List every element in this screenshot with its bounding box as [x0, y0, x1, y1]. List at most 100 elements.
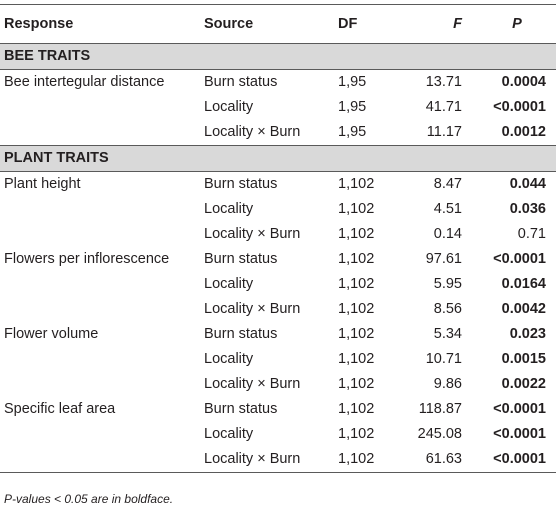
source-cell: Locality × Burn — [204, 376, 301, 392]
header-response: Response — [0, 4, 200, 44]
p-value-cell: 0.0015 — [501, 351, 546, 367]
f-value-cell: 118.87 — [418, 401, 462, 417]
f-value-cell: 41.71 — [425, 99, 462, 115]
source-cell: Locality × Burn — [204, 124, 301, 140]
df-cell: 1,95 — [338, 99, 367, 115]
p-value-cell: 0.023 — [509, 326, 546, 342]
section-title: PLANT TRAITS — [0, 145, 556, 172]
table-row: Flower volume Burn status 1,102 5.34 0.023 — [0, 322, 556, 347]
response-cell — [0, 120, 200, 146]
section-header-row: PLANT TRAITS — [0, 145, 556, 172]
table-body: BEE TRAITS Bee intertegular distance Burn … — [0, 43, 556, 473]
table-row: Locality × Burn 1,95 11.17 0.0012 — [0, 120, 556, 146]
source-cell: Burn status — [204, 74, 278, 90]
f-value-cell: 5.95 — [433, 276, 462, 292]
table-row: Locality × Burn 1,102 0.14 0.71 — [0, 222, 556, 247]
f-value-cell: 9.86 — [433, 376, 462, 392]
response-cell — [0, 297, 200, 322]
f-value-cell: 10.71 — [425, 351, 462, 367]
source-cell: Burn status — [204, 176, 278, 192]
header-source: Source — [200, 4, 330, 44]
table-row: Locality 1,102 245.08 <0.0001 — [0, 422, 556, 447]
source-cell: Locality × Burn — [204, 226, 301, 242]
response-cell — [0, 222, 200, 247]
table-row: Plant height Burn status 1,102 8.47 0.044 — [0, 172, 556, 198]
response-cell: Bee intertegular distance — [4, 74, 165, 90]
df-cell: 1,102 — [338, 326, 375, 342]
f-value-cell: 97.61 — [425, 251, 462, 267]
source-cell: Locality — [204, 351, 254, 367]
response-cell — [0, 95, 200, 120]
p-value-cell: 0.0004 — [501, 74, 546, 90]
p-value-cell: 0.036 — [509, 201, 546, 217]
response-cell: Flowers per inflorescence — [4, 251, 170, 267]
source-cell: Locality × Burn — [200, 447, 330, 473]
f-value-cell: 8.47 — [433, 176, 462, 192]
response-cell — [0, 347, 200, 372]
table-row: Locality 1,95 41.71 <0.0001 — [0, 95, 556, 120]
response-cell — [0, 272, 200, 297]
df-cell: 1,95 — [338, 124, 367, 140]
table-row: Specific leaf area Burn status 1,102 118.87… — [0, 397, 556, 422]
p-value-cell: 0.044 — [509, 176, 546, 192]
df-cell: 1,102 — [338, 226, 375, 242]
df-cell: 1,102 — [338, 276, 375, 292]
f-value-cell: 4.51 — [433, 201, 462, 217]
header-p: P — [470, 4, 556, 44]
p-value-cell: 0.0164 — [501, 276, 546, 292]
df-cell: 1,102 — [338, 401, 375, 417]
source-cell: Burn status — [204, 326, 278, 342]
p-value-cell: <0.0001 — [493, 251, 546, 267]
section-header-row: BEE TRAITS — [0, 43, 556, 70]
source-cell: Burn status — [204, 251, 278, 267]
f-value-cell: 5.34 — [433, 326, 462, 342]
p-value-cell: 0.0022 — [501, 376, 546, 392]
header-f: F — [388, 4, 470, 44]
p-value-cell: 0.0042 — [501, 301, 546, 317]
p-value-cell: 0.0012 — [501, 124, 546, 140]
p-value-cell: <0.0001 — [493, 99, 546, 115]
df-cell: 1,102 — [338, 201, 375, 217]
response-cell: Specific leaf area — [4, 401, 116, 417]
p-value-cell: <0.0001 — [493, 426, 546, 442]
source-cell: Burn status — [204, 401, 278, 417]
df-cell: 1,102 — [338, 351, 375, 367]
table-footnote: P-values < 0.05 are in boldface. — [4, 492, 174, 506]
response-cell — [0, 197, 200, 222]
p-value-cell: 0.71 — [517, 226, 546, 242]
p-value-cell: <0.0001 — [470, 447, 556, 473]
df-cell: 1,102 — [338, 301, 375, 317]
response-cell: Flower volume — [4, 326, 99, 342]
table-row: Bee intertegular distance Burn status 1,95… — [0, 70, 556, 96]
f-value-cell: 13.71 — [425, 74, 462, 90]
f-value-cell: 245.08 — [417, 426, 462, 442]
f-value-cell: 8.56 — [433, 301, 462, 317]
response-cell — [0, 372, 200, 397]
table-header: Response Source DF F P — [0, 4, 556, 44]
f-value-cell: 0.14 — [433, 226, 462, 242]
source-cell: Locality — [204, 99, 254, 115]
header-row: Response Source DF F P — [0, 4, 556, 44]
header-df: DF — [330, 4, 388, 44]
df-cell: 1,102 — [338, 426, 375, 442]
table-row: Locality × Burn 1,102 9.86 0.0022 — [0, 372, 556, 397]
response-cell — [0, 422, 200, 447]
source-cell: Locality × Burn — [204, 301, 301, 317]
table-row: Locality 1,102 5.95 0.0164 — [0, 272, 556, 297]
source-cell: Locality — [204, 426, 254, 442]
source-cell: Locality — [204, 201, 254, 217]
response-cell — [0, 447, 200, 473]
df-cell: 1,102 — [338, 376, 375, 392]
table-row: Locality 1,102 10.71 0.0015 — [0, 347, 556, 372]
p-value-cell: <0.0001 — [493, 401, 546, 417]
table-row: Locality 1,102 4.51 0.036 — [0, 197, 556, 222]
df-cell: 1,102 — [330, 447, 388, 473]
df-cell: 1,95 — [338, 74, 367, 90]
source-cell: Locality — [204, 276, 254, 292]
df-cell: 1,102 — [338, 176, 375, 192]
f-value-cell: 61.63 — [388, 447, 470, 473]
table-row: Locality × Burn 1,102 61.63 <0.0001 — [0, 447, 556, 473]
response-cell: Plant height — [4, 176, 81, 192]
anova-table: Response Source DF F P BEE TRAITS Bee int… — [0, 4, 556, 473]
section-title: BEE TRAITS — [0, 43, 556, 70]
